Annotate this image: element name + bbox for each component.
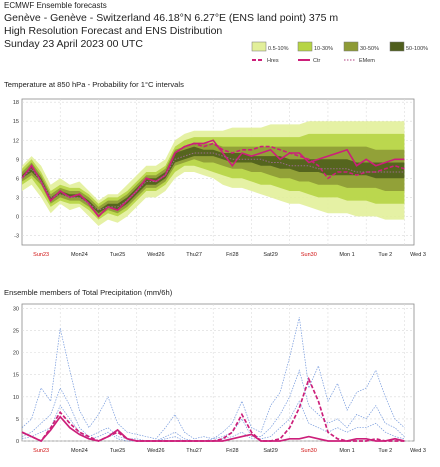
precipitation-x-tick-label: Tue 2 bbox=[378, 448, 392, 454]
precipitation-x-tick-label: Mon24 bbox=[71, 448, 88, 454]
precipitation-series-ctr bbox=[21, 415, 405, 443]
temperature-x-tick-label: Fri28 bbox=[226, 252, 239, 258]
legend-label-30-50: 30-50% bbox=[360, 46, 379, 52]
precipitation-x-tick-label: Tue25 bbox=[110, 448, 125, 454]
legend-box-0-5-10 bbox=[251, 41, 267, 52]
temperature-x-tick-label: Sun23 bbox=[33, 252, 49, 258]
precipitation-series-emem bbox=[21, 369, 405, 442]
temperature-x-tick-label: Sat29 bbox=[263, 252, 277, 258]
legend-label-0-5-10: 0.5-10% bbox=[268, 46, 289, 52]
precipitation-x-tick-label: Fri28 bbox=[226, 448, 239, 454]
temperature-y-tick-label: 9 bbox=[16, 157, 19, 163]
temperature-y-tick-label: 6 bbox=[16, 176, 19, 182]
location-title: Genève - Genève - Switzerland 46.18°N 6.… bbox=[4, 12, 339, 24]
precipitation-x-tick-label: Thu27 bbox=[186, 448, 202, 454]
temperature-x-tick-label: Tue25 bbox=[110, 252, 125, 258]
precipitation-x-tick-label: Sun23 bbox=[33, 448, 49, 454]
precipitation-chart-title: Ensemble members of Total Precipitation … bbox=[4, 288, 173, 297]
temperature-x-tick-label: Tue 2 bbox=[378, 252, 392, 258]
precipitation-y-tick-label: 5 bbox=[16, 417, 19, 423]
legend-line-label-ctr: Ctr bbox=[313, 58, 321, 64]
temperature-x-tick-label: Wed26 bbox=[147, 252, 164, 258]
precipitation-y-tick-label: 10 bbox=[13, 395, 19, 401]
temperature-chart-title: Temperature at 850 hPa - Probability for… bbox=[4, 80, 184, 89]
precipitation-x-tick-label: Wed26 bbox=[147, 448, 164, 454]
chart-legend: 0.5-10% 10-30% 30-50% 50-100% Hres Ctr EMem bbox=[251, 41, 428, 64]
forecast-title: High Resolution Forecast and ENS Distrib… bbox=[4, 25, 223, 37]
temperature-x-tick-label: Wed 3 bbox=[410, 252, 426, 258]
temperature-x-tick-label: Sun30 bbox=[301, 252, 317, 258]
temperature-y-tick-label: 15 bbox=[13, 119, 19, 125]
temperature-series-emem bbox=[21, 152, 405, 211]
legend-box-10-30 bbox=[297, 41, 313, 52]
precipitation-y-tick-label: 15 bbox=[13, 373, 19, 379]
precipitation-series-emem bbox=[21, 317, 405, 440]
precipitation-y-tick-label: 0 bbox=[16, 439, 19, 445]
temperature-x-tick-label: Mon 1 bbox=[339, 252, 354, 258]
temperature-chart: -3 0 3 6 9 12 15 18 Sun23 Mon24 Tue25 Wed26 Thu27 Fri… bbox=[13, 98, 426, 258]
precipitation-x-tick-label: Mon 1 bbox=[339, 448, 354, 454]
precipitation-x-tick-label: Sat29 bbox=[263, 448, 277, 454]
precipitation-plot-area bbox=[21, 303, 415, 442]
legend-label-50-100: 50-100% bbox=[406, 46, 428, 52]
legend-box-50-100 bbox=[389, 41, 405, 52]
temperature-y-tick-label: 18 bbox=[13, 100, 19, 106]
precipitation-y-tick-label: 20 bbox=[13, 351, 19, 357]
precipitation-chart: 0 5 10 15 20 25 30 Sun23 Mon24 Tue25 Wed26 Thu27 Fri… bbox=[13, 303, 426, 454]
header-caption: ECMWF Ensemble forecasts bbox=[4, 1, 107, 10]
precipitation-y-tick-label: 30 bbox=[13, 306, 19, 312]
legend-label-10-30: 10-30% bbox=[314, 46, 333, 52]
temperature-y-tick-label: 0 bbox=[16, 214, 19, 220]
temperature-series-hres bbox=[21, 142, 405, 218]
precipitation-y-tick-label: 25 bbox=[13, 329, 19, 335]
legend-line-label-hres: Hres bbox=[267, 58, 279, 64]
legend-line-label-emem: EMem bbox=[359, 58, 375, 64]
temperature-x-tick-label: Mon24 bbox=[71, 252, 88, 258]
temperature-y-tick-label: -3 bbox=[14, 233, 19, 239]
temperature-y-tick-label: 3 bbox=[16, 195, 19, 201]
temperature-y-tick-label: 12 bbox=[13, 138, 19, 144]
precipitation-x-tick-label: Sun30 bbox=[301, 448, 317, 454]
precipitation-x-tick-label: Wed 3 bbox=[410, 448, 426, 454]
legend-box-30-50 bbox=[343, 41, 359, 52]
run-date: Sunday 23 April 2023 00 UTC bbox=[4, 38, 143, 50]
temperature-x-tick-label: Thu27 bbox=[186, 252, 202, 258]
